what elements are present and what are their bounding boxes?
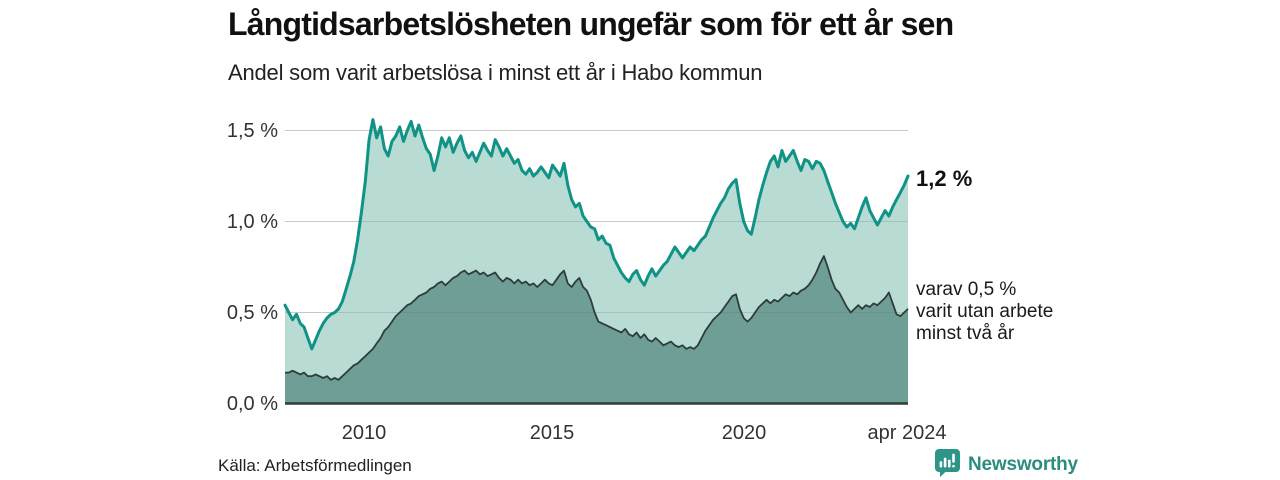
y-tick-0-0: 0,0 % [226, 393, 278, 415]
y-tick-0-5: 0,5 % [226, 302, 278, 324]
secondary-series-annotation: varav 0,5 % varit utan arbete minst två … [916, 279, 1054, 344]
y-tick-1-5: 1,5 % [226, 120, 278, 142]
line-unemployed-1yr [283, 118, 910, 351]
area-unemployed-2yr [285, 256, 908, 404]
y-tick-1-0: 1,0 % [226, 211, 278, 233]
x-tick-apr-2024: apr 2024 [867, 422, 947, 444]
source-attribution: Källa: Arbetsförmedlingen [218, 456, 412, 475]
page-subtitle: Andel som varit arbetslösa i minst ett å… [228, 60, 763, 85]
newsworthy-brand: Newsworthy [934, 448, 1078, 480]
latest-value-label: 1,2 % [916, 166, 973, 191]
newsworthy-brand-name: Newsworthy [968, 454, 1078, 475]
x-tick-2015: 2015 [529, 422, 575, 444]
page-title: Långtidsarbetslösheten ungefär som för e… [228, 6, 954, 42]
line-unemployed-2yr [285, 255, 909, 381]
x-tick-2010: 2010 [341, 422, 387, 444]
gridlines-overlay [285, 130, 908, 313]
newsworthy-logo-icon [934, 448, 961, 480]
x-tick-2020: 2020 [721, 422, 767, 444]
